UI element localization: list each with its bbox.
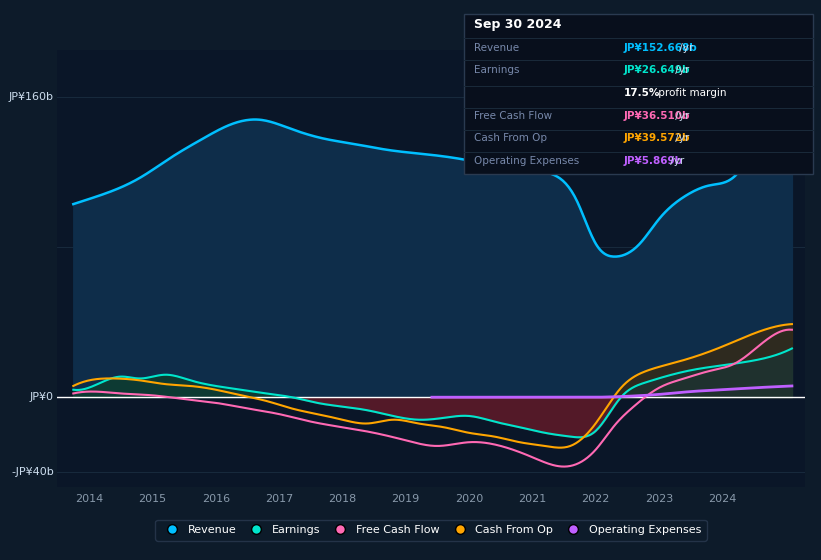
- Text: Cash From Op: Cash From Op: [474, 133, 547, 143]
- Text: /yr: /yr: [672, 111, 689, 121]
- Text: profit margin: profit margin: [655, 88, 727, 99]
- Text: /yr: /yr: [677, 43, 694, 53]
- Text: JP¥5.869b: JP¥5.869b: [624, 156, 683, 166]
- Text: JP¥152.668b: JP¥152.668b: [624, 43, 698, 53]
- Text: /yr: /yr: [672, 65, 689, 75]
- Text: Sep 30 2024: Sep 30 2024: [474, 18, 562, 31]
- Text: -JP¥40b: -JP¥40b: [11, 467, 53, 477]
- Text: Earnings: Earnings: [474, 65, 519, 75]
- Text: JP¥26.649b: JP¥26.649b: [624, 65, 690, 75]
- Text: JP¥39.572b: JP¥39.572b: [624, 133, 690, 143]
- Text: JP¥160b: JP¥160b: [9, 92, 53, 102]
- Text: 17.5%: 17.5%: [624, 88, 660, 99]
- Text: JP¥36.510b: JP¥36.510b: [624, 111, 690, 121]
- Text: /yr: /yr: [667, 156, 684, 166]
- Text: /yr: /yr: [672, 133, 689, 143]
- Legend: Revenue, Earnings, Free Cash Flow, Cash From Op, Operating Expenses: Revenue, Earnings, Free Cash Flow, Cash …: [155, 520, 707, 540]
- Text: Operating Expenses: Operating Expenses: [474, 156, 579, 166]
- Text: Revenue: Revenue: [474, 43, 519, 53]
- Text: JP¥0: JP¥0: [30, 392, 53, 402]
- Text: Free Cash Flow: Free Cash Flow: [474, 111, 552, 121]
